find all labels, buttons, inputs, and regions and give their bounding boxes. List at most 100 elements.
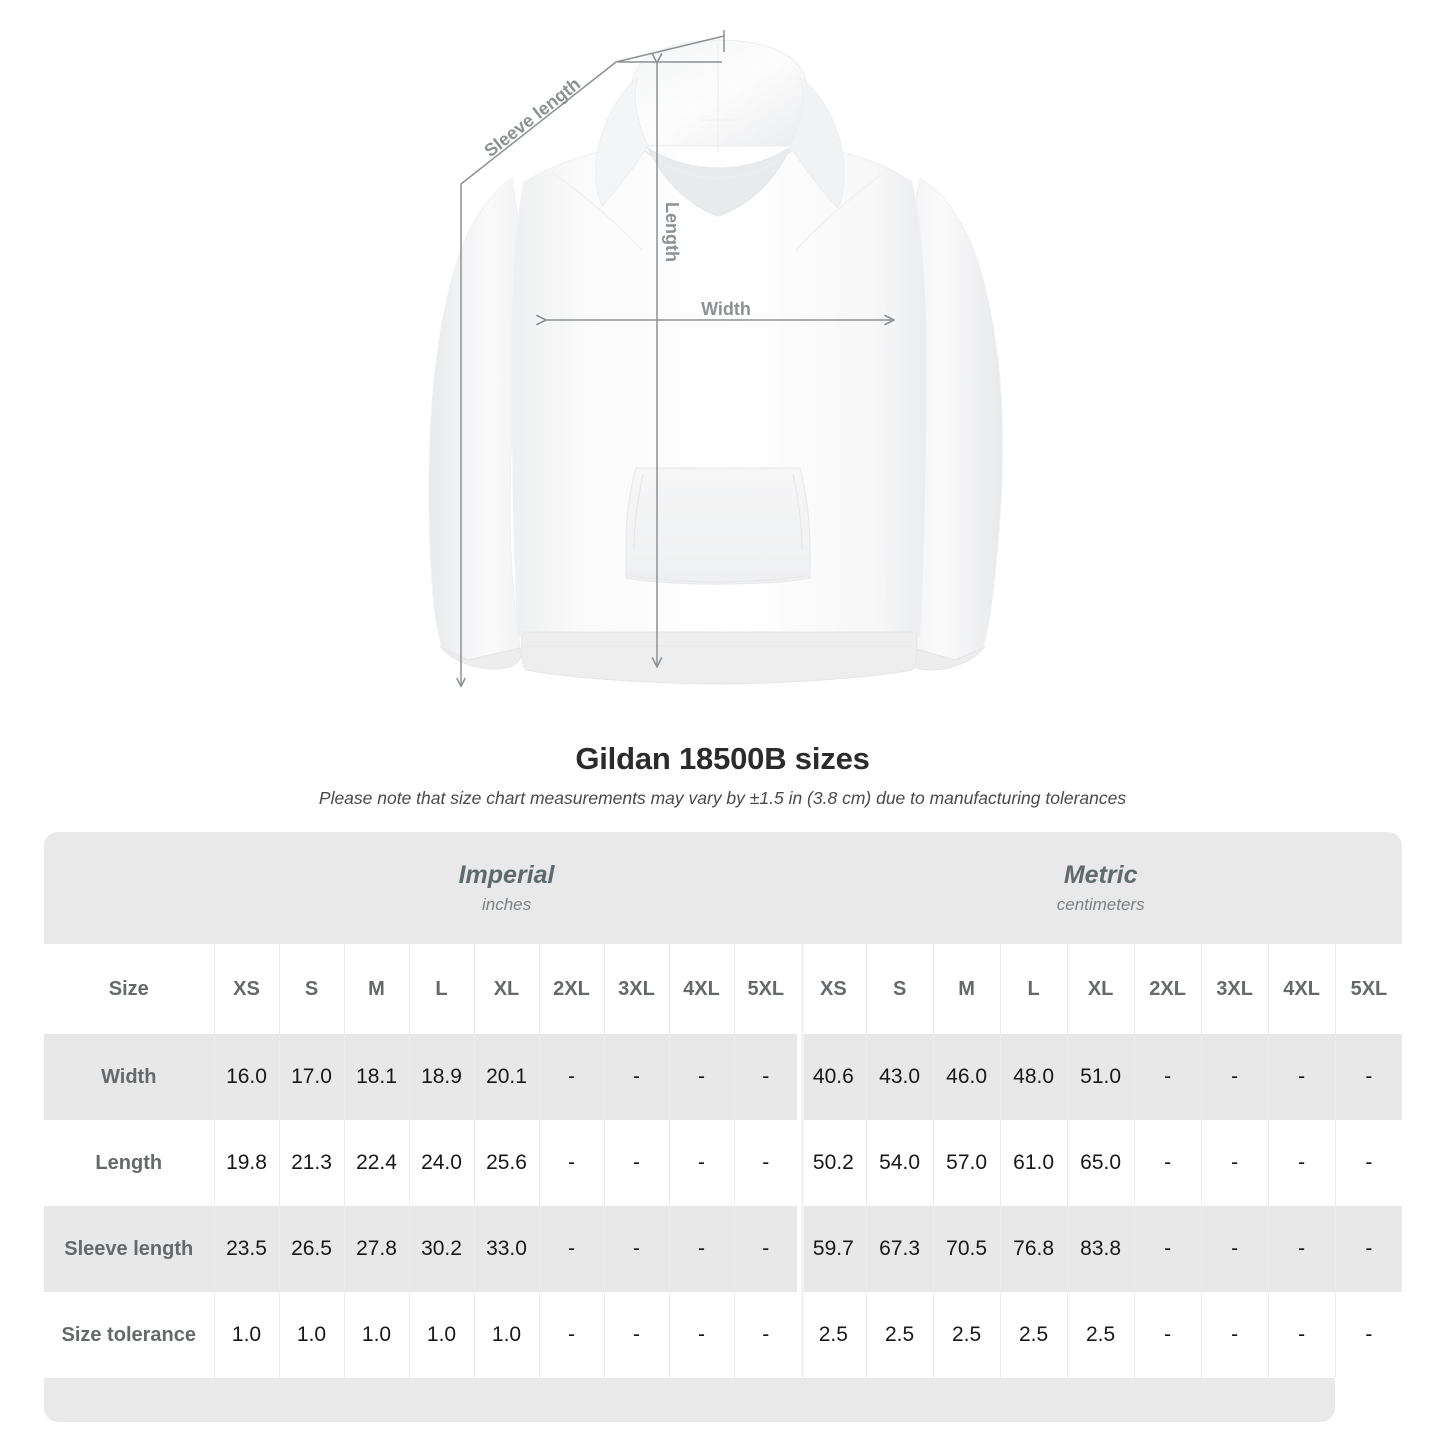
cell-width-imperial-3xl: - xyxy=(603,1034,669,1120)
cell-width-imperial-s: 17.0 xyxy=(278,1034,344,1120)
table-row: Width 16.0 17.0 18.1 18.9 20.1 - - - - 4… xyxy=(44,1034,1403,1120)
row-label-length: Length xyxy=(44,1120,214,1206)
cell-sleeve-metric-m: 70.5 xyxy=(932,1206,1001,1292)
cell-sleeve-imperial-xl: 33.0 xyxy=(473,1206,539,1292)
hoodie-illustration xyxy=(428,39,1004,685)
cell-tolerance-metric-4xl: - xyxy=(1267,1292,1336,1378)
cell-sleeve-metric-4xl: - xyxy=(1267,1206,1336,1292)
table-row: Sleeve length 23.5 26.5 27.8 30.2 33.0 -… xyxy=(44,1206,1403,1292)
cell-sleeve-metric-3xl: - xyxy=(1200,1206,1269,1292)
cell-length-metric-m: 57.0 xyxy=(932,1120,1001,1206)
cell-length-metric-xs: 50.2 xyxy=(797,1120,867,1206)
table-head: Imperial inches Metric centimeters Size … xyxy=(44,832,1403,1034)
table-row: Length 19.8 21.3 22.4 24.0 25.6 - - - - … xyxy=(44,1120,1403,1206)
size-header-imperial-xl: XL xyxy=(473,944,539,1034)
cell-width-metric-5xl: - xyxy=(1334,1034,1403,1120)
cell-sleeve-metric-xs: 59.7 xyxy=(797,1206,867,1292)
size-header-metric-4xl: 4XL xyxy=(1267,944,1336,1034)
size-table: Imperial inches Metric centimeters Size … xyxy=(44,832,1403,1422)
unit-banner-spacer xyxy=(44,832,214,944)
size-header-row: Size XS S M L XL 2XL 3XL 4XL 5XL XS S M … xyxy=(44,944,1403,1034)
cell-width-imperial-xs: 16.0 xyxy=(213,1034,279,1120)
cell-tolerance-metric-xl: 2.5 xyxy=(1066,1292,1135,1378)
cell-sleeve-metric-5xl: - xyxy=(1334,1206,1403,1292)
cell-length-imperial-xs: 19.8 xyxy=(213,1120,279,1206)
size-header-imperial-3xl: 3XL xyxy=(603,944,669,1034)
cell-width-metric-3xl: - xyxy=(1200,1034,1269,1120)
cell-width-imperial-5xl: - xyxy=(733,1034,800,1120)
cell-length-imperial-l: 24.0 xyxy=(408,1120,474,1206)
table-footer-strip xyxy=(44,1378,1402,1422)
cell-length-imperial-m: 22.4 xyxy=(343,1120,409,1206)
cell-tolerance-metric-2xl: - xyxy=(1133,1292,1202,1378)
size-header-metric-s: S xyxy=(865,944,934,1034)
size-header-metric-5xl: 5XL xyxy=(1334,944,1403,1034)
cell-width-imperial-2xl: - xyxy=(538,1034,604,1120)
cell-tolerance-imperial-3xl: - xyxy=(603,1292,669,1378)
cell-sleeve-imperial-2xl: - xyxy=(538,1206,604,1292)
cell-length-metric-5xl: - xyxy=(1334,1120,1403,1206)
size-header-metric-l: L xyxy=(999,944,1068,1034)
cell-tolerance-imperial-5xl: - xyxy=(733,1292,800,1378)
cell-width-imperial-l: 18.9 xyxy=(408,1034,474,1120)
cell-width-imperial-4xl: - xyxy=(668,1034,734,1120)
size-header-metric-2xl: 2XL xyxy=(1133,944,1202,1034)
cell-width-metric-4xl: - xyxy=(1267,1034,1336,1120)
size-header-metric-3xl: 3XL xyxy=(1200,944,1269,1034)
footer-cell-left xyxy=(44,1378,214,1422)
cell-sleeve-imperial-l: 30.2 xyxy=(408,1206,474,1292)
size-header-metric-xs: XS xyxy=(797,944,867,1034)
width-label: Width xyxy=(701,299,751,319)
size-header-metric-xl: XL xyxy=(1066,944,1135,1034)
cell-tolerance-metric-m: 2.5 xyxy=(932,1292,1001,1378)
row-label-width: Width xyxy=(44,1034,214,1120)
cell-tolerance-metric-l: 2.5 xyxy=(999,1292,1068,1378)
cell-sleeve-imperial-3xl: - xyxy=(603,1206,669,1292)
cell-sleeve-imperial-xs: 23.5 xyxy=(213,1206,279,1292)
measurement-guides xyxy=(456,30,895,688)
table-body: Width 16.0 17.0 18.1 18.9 20.1 - - - - 4… xyxy=(44,1034,1403,1422)
row-label-sleeve-length: Sleeve length xyxy=(44,1206,214,1292)
length-label: Length xyxy=(662,202,682,262)
cell-width-metric-s: 43.0 xyxy=(865,1034,934,1120)
size-header-metric-m: M xyxy=(932,944,1001,1034)
unit-sub-imperial: inches xyxy=(481,894,532,914)
cell-width-metric-l: 48.0 xyxy=(999,1034,1068,1120)
cell-width-metric-xl: 51.0 xyxy=(1066,1034,1135,1120)
cell-sleeve-imperial-5xl: - xyxy=(733,1206,800,1292)
size-header-imperial-l: L xyxy=(408,944,474,1034)
cell-tolerance-imperial-xs: 1.0 xyxy=(213,1292,279,1378)
cell-length-metric-3xl: - xyxy=(1200,1120,1269,1206)
cell-width-metric-m: 46.0 xyxy=(932,1034,1001,1120)
unit-sub-metric: centimeters xyxy=(1056,894,1145,914)
size-header-imperial-m: M xyxy=(343,944,409,1034)
size-column-header: Size xyxy=(44,944,214,1034)
cell-length-imperial-s: 21.3 xyxy=(278,1120,344,1206)
size-header-imperial-4xl: 4XL xyxy=(668,944,734,1034)
unit-section-imperial: Imperial inches xyxy=(214,832,800,944)
cell-tolerance-imperial-m: 1.0 xyxy=(343,1292,409,1378)
cell-width-imperial-xl: 20.1 xyxy=(473,1034,539,1120)
cell-length-imperial-4xl: - xyxy=(668,1120,734,1206)
cell-sleeve-metric-l: 76.8 xyxy=(999,1206,1068,1292)
cell-length-metric-2xl: - xyxy=(1133,1120,1202,1206)
unit-name-imperial: Imperial xyxy=(458,860,555,889)
footer-cell-mid xyxy=(214,1378,1269,1422)
unit-banner-row: Imperial inches Metric centimeters xyxy=(44,832,1403,944)
size-header-imperial-5xl: 5XL xyxy=(733,944,800,1034)
cell-tolerance-imperial-2xl: - xyxy=(538,1292,604,1378)
cell-length-metric-xl: 65.0 xyxy=(1066,1120,1135,1206)
size-table-wrapper: Imperial inches Metric centimeters Size … xyxy=(44,832,1403,1422)
cell-sleeve-imperial-s: 26.5 xyxy=(278,1206,344,1292)
size-header-imperial-2xl: 2XL xyxy=(538,944,604,1034)
cell-sleeve-metric-2xl: - xyxy=(1133,1206,1202,1292)
cell-tolerance-metric-s: 2.5 xyxy=(865,1292,934,1378)
page-title: Gildan 18500B sizes xyxy=(575,741,870,776)
size-header-imperial-xs: XS xyxy=(213,944,279,1034)
cell-length-imperial-3xl: - xyxy=(603,1120,669,1206)
cell-length-imperial-2xl: - xyxy=(538,1120,604,1206)
cell-width-metric-2xl: - xyxy=(1133,1034,1202,1120)
table-row: Size tolerance 1.0 1.0 1.0 1.0 1.0 - - -… xyxy=(44,1292,1403,1378)
row-label-size-tolerance: Size tolerance xyxy=(44,1292,214,1378)
